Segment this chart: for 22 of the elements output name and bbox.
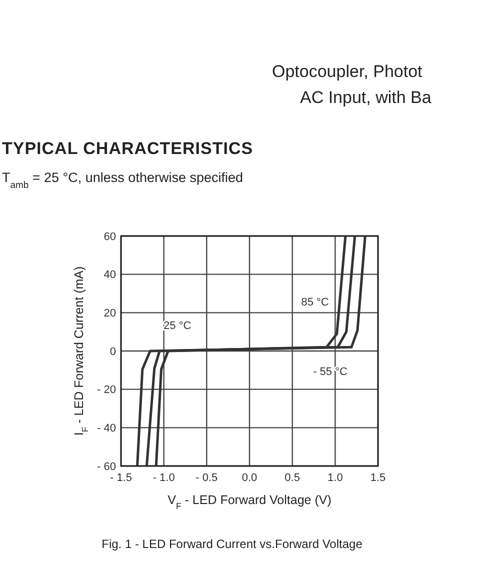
x-tick-label: 1.5 bbox=[370, 472, 386, 484]
x-axis-title: V$_{F}$ - LED Forward Voltage (V) bbox=[168, 493, 332, 511]
x-tick-label: 1.0 bbox=[328, 472, 343, 484]
x-tick-label: - 0.5 bbox=[196, 472, 218, 484]
y-tick-label: 60 bbox=[104, 230, 116, 243]
y-tick-label: 0 bbox=[110, 346, 116, 358]
text: AC Input, with Ba bbox=[300, 88, 432, 107]
series-label: 85 °C bbox=[301, 296, 329, 309]
x-tick-label: 0.0 bbox=[242, 472, 258, 484]
series-label: - 55 °C bbox=[313, 366, 348, 378]
y-tick-label: - 20 bbox=[97, 384, 116, 396]
x-tick-label: 0.5 bbox=[284, 472, 300, 484]
x-tick-label: - 1.5 bbox=[110, 472, 132, 484]
text: Optocoupler, Photot bbox=[272, 62, 423, 81]
x-tick-label: - 1.0 bbox=[152, 472, 175, 484]
y-tick-label: 20 bbox=[104, 308, 116, 320]
y-tick-label: - 40 bbox=[97, 422, 116, 435]
chart-subtitle: T$_{amb}$ = 25 °C, unless otherwise specified bbox=[2, 170, 243, 190]
caption: Fig. 1 - LED Forward Current vs.Forward Voltage bbox=[102, 537, 363, 551]
y-tick-label: 40 bbox=[104, 269, 116, 282]
chart-title: TYPICAL CHARACTERISTICS bbox=[2, 139, 254, 158]
y-tick-label: - 60 bbox=[97, 460, 116, 473]
